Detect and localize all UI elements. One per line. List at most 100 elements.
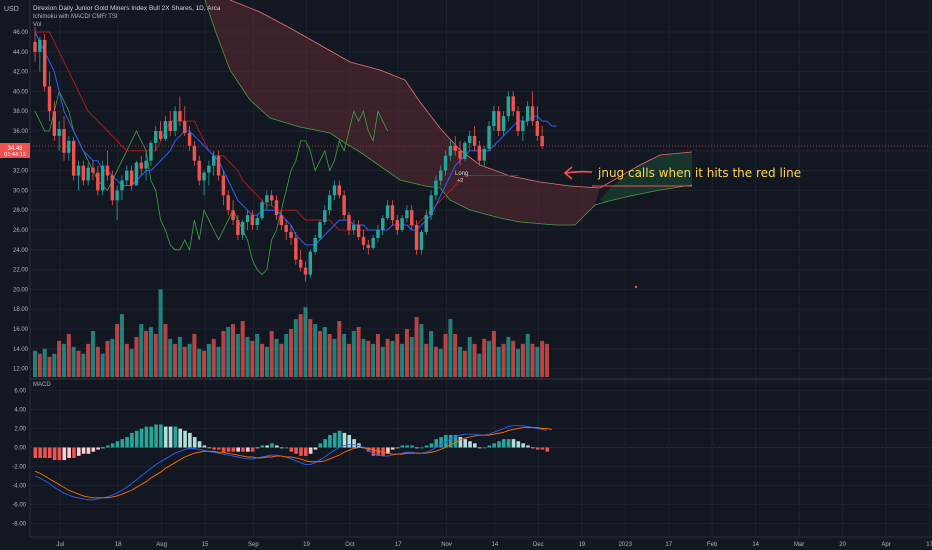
macd-histogram-bar <box>415 447 419 449</box>
macd-histogram-bar <box>458 437 463 448</box>
macd-tick-label: -4.00 <box>12 484 26 490</box>
senkou-span-b <box>229 0 693 189</box>
macd-histogram-bar <box>62 447 67 461</box>
time-tick-label: Mar <box>794 542 804 548</box>
macd-histogram-bar <box>410 445 414 448</box>
annotation-arrow <box>563 166 593 180</box>
candle-body <box>100 165 105 191</box>
volume-bar <box>100 353 105 377</box>
candle-body <box>463 142 467 159</box>
volume-bar <box>467 336 472 377</box>
volume-bar <box>139 324 144 377</box>
candle-body <box>197 160 201 181</box>
candle-body <box>42 39 47 87</box>
volume-bar <box>544 343 550 377</box>
macd-histogram-bar <box>144 426 149 448</box>
candle-body <box>414 225 419 250</box>
volume-bar <box>95 346 100 377</box>
volume-bar <box>530 343 535 377</box>
volume-bar <box>274 338 279 377</box>
volume-bar <box>332 338 337 377</box>
macd-histogram-bar <box>516 441 521 448</box>
candle-body <box>231 210 235 221</box>
macd-histogram-bar <box>38 447 42 458</box>
time-tick-label: 14 <box>492 542 499 548</box>
volume-bar <box>71 346 76 377</box>
volume-bar <box>177 336 182 377</box>
macd-histogram-bar <box>318 443 323 448</box>
time-tick-label: 17 <box>665 542 672 548</box>
macd-histogram-bar <box>246 447 250 452</box>
volume-bar <box>404 329 409 377</box>
candle-body <box>525 106 530 122</box>
candle-body <box>168 121 172 131</box>
volume-bar <box>110 338 115 377</box>
macd-histogram-bar <box>43 447 47 458</box>
candle-body <box>318 222 322 238</box>
candle-body <box>86 167 90 181</box>
macd-histogram-bar <box>294 447 298 454</box>
macd-histogram-bar <box>154 424 158 448</box>
volume-bar <box>288 329 294 377</box>
macd-histogram-bar <box>52 447 57 461</box>
candle-body <box>192 145 197 161</box>
macd-histogram-bar <box>183 430 187 448</box>
price-tick-label: 30.00 <box>13 188 29 194</box>
candle-body <box>289 231 293 238</box>
macd-histogram-bar <box>328 434 332 448</box>
candle-body <box>405 210 409 219</box>
volume-bar <box>206 343 211 377</box>
volume-bar <box>134 336 139 377</box>
volume-bar <box>66 333 71 377</box>
price-tick-label: 32.00 <box>13 169 29 175</box>
price-tick-label: 46.00 <box>13 30 29 36</box>
volume-bar <box>351 330 356 377</box>
candle-body <box>356 225 361 237</box>
volume-bar <box>414 317 419 377</box>
candle-body <box>308 251 313 275</box>
volume-bar <box>361 338 366 377</box>
volume-bar <box>124 343 129 377</box>
macd-histogram-bar <box>255 447 260 449</box>
candle-body <box>274 200 279 216</box>
candle-body <box>226 195 230 211</box>
volume-bar <box>260 343 265 377</box>
macd-histogram-bar <box>323 439 327 448</box>
volume-bar <box>433 346 438 377</box>
volume-bar <box>395 333 400 377</box>
macd-histogram-bar <box>86 447 91 454</box>
candle-body <box>144 160 148 169</box>
macd-histogram-bar <box>439 437 443 448</box>
candle-body <box>110 175 115 201</box>
volume-bar <box>308 319 313 377</box>
price-tick-label: 12.00 <box>13 367 29 373</box>
time-tick-label: Aug <box>156 542 167 548</box>
macd-histogram-bar <box>125 437 129 448</box>
macd-histogram-bar <box>221 447 226 452</box>
volume-bar <box>255 333 260 377</box>
price-tick-label: 16.00 <box>13 327 29 333</box>
volume-bar <box>115 324 120 377</box>
volume-bar <box>182 346 187 377</box>
long-signal-label: Long <box>455 171 468 177</box>
price-tick-label: 36.00 <box>13 129 29 135</box>
volume-bar <box>221 330 226 377</box>
currency-label: USD <box>4 6 19 13</box>
macd-histogram-bar <box>371 447 376 456</box>
time-tick-label: 19 <box>303 542 310 548</box>
candle-body <box>516 111 520 131</box>
macd-histogram-bar <box>502 439 506 448</box>
price-tick-label: 44.00 <box>13 50 29 56</box>
time-tick-label: 19 <box>578 542 585 548</box>
volume-bar <box>424 343 429 377</box>
candle-body <box>501 116 506 131</box>
candle-body <box>342 195 346 216</box>
volume-bar <box>409 336 414 377</box>
candle-body <box>129 170 134 186</box>
macd-histogram-bar <box>76 447 81 456</box>
volume-bar <box>448 319 453 377</box>
volume-bar <box>501 343 506 377</box>
candle-body <box>125 170 129 181</box>
candle-body <box>352 225 356 230</box>
